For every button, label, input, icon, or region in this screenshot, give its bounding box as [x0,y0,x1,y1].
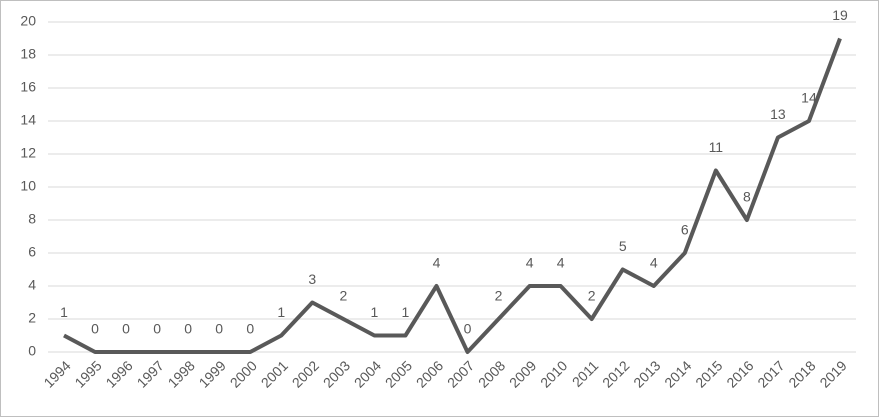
data-label: 11 [709,139,724,155]
data-label: 2 [339,288,347,304]
data-label: 3 [308,271,316,287]
y-tick-label: 8 [28,211,36,227]
y-tick-label: 14 [20,112,36,128]
y-tick-label: 16 [20,79,36,95]
data-label: 8 [743,189,751,205]
data-label: 1 [277,304,285,320]
data-label: 6 [681,222,689,238]
data-label: 4 [433,255,441,271]
data-line [63,37,842,354]
data-label: 0 [464,321,472,337]
y-tick-label: 0 [28,343,36,359]
data-label: 2 [495,288,503,304]
y-tick-label: 4 [28,277,36,293]
data-label: 4 [526,255,534,271]
data-label: 2 [588,288,596,304]
data-label: 13 [770,106,786,122]
y-tick-label: 2 [28,310,36,326]
data-label: 0 [122,321,130,337]
data-label: 4 [650,255,658,271]
y-tick-label: 10 [20,178,36,194]
data-label: 1 [60,304,68,320]
data-label: 0 [246,321,254,337]
data-label: 1 [371,304,379,320]
y-tick-label: 12 [20,145,36,161]
y-tick-label: 6 [28,244,36,260]
data-label: 1 [402,304,410,320]
y-tick-label: 18 [20,46,36,62]
data-label: 0 [91,321,99,337]
data-label: 0 [184,321,192,337]
data-label: 0 [153,321,161,337]
y-tick-label: 20 [20,13,36,29]
data-label: 0 [215,321,223,337]
data-label: 5 [619,238,627,254]
data-label: 4 [557,255,565,271]
data-label: 14 [801,90,817,106]
data-label: 19 [832,7,848,23]
